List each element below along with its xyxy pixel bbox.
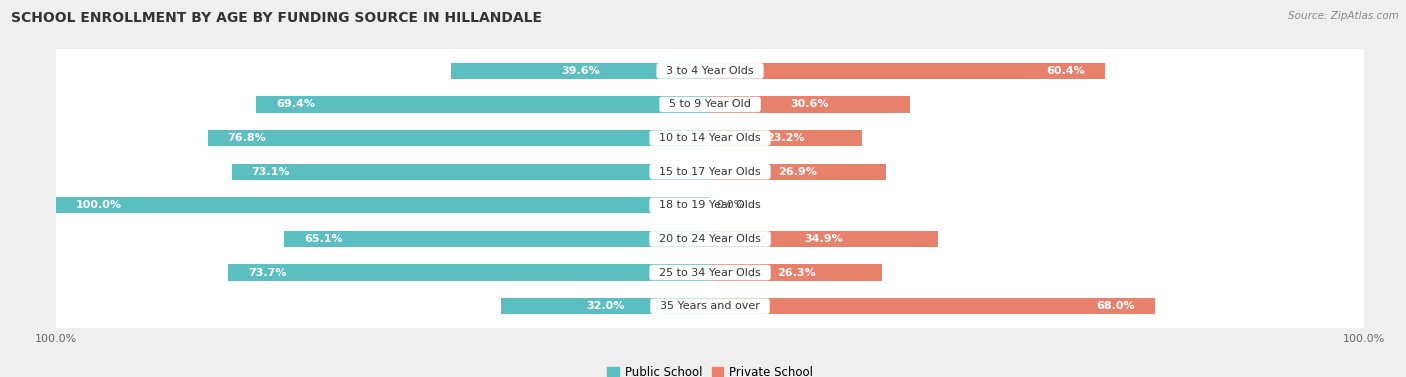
Text: 65.1%: 65.1% — [304, 234, 343, 244]
Bar — [710, 130, 862, 146]
Bar — [232, 164, 710, 180]
Bar — [501, 298, 710, 314]
Text: 5 to 9 Year Old: 5 to 9 Year Old — [662, 100, 758, 109]
Text: 26.9%: 26.9% — [779, 167, 817, 177]
Text: 69.4%: 69.4% — [276, 100, 315, 109]
Text: 35 Years and over: 35 Years and over — [654, 301, 766, 311]
Bar — [284, 231, 710, 247]
Text: 15 to 17 Year Olds: 15 to 17 Year Olds — [652, 167, 768, 177]
Bar — [451, 63, 710, 79]
Text: 32.0%: 32.0% — [586, 301, 624, 311]
FancyBboxPatch shape — [53, 243, 1367, 302]
Text: 0.0%: 0.0% — [717, 200, 745, 210]
Legend: Public School, Private School: Public School, Private School — [602, 361, 818, 377]
Text: 73.1%: 73.1% — [252, 167, 290, 177]
Text: 10 to 14 Year Olds: 10 to 14 Year Olds — [652, 133, 768, 143]
Bar — [710, 63, 1105, 79]
Bar — [710, 96, 910, 113]
FancyBboxPatch shape — [53, 277, 1367, 336]
Text: 23.2%: 23.2% — [766, 133, 806, 143]
Text: 25 to 34 Year Olds: 25 to 34 Year Olds — [652, 268, 768, 277]
Text: 39.6%: 39.6% — [561, 66, 600, 76]
Text: 3 to 4 Year Olds: 3 to 4 Year Olds — [659, 66, 761, 76]
Bar — [710, 231, 938, 247]
Text: 73.7%: 73.7% — [247, 268, 287, 277]
Bar — [710, 264, 882, 281]
Bar — [710, 164, 886, 180]
Text: 34.9%: 34.9% — [804, 234, 844, 244]
Text: 30.6%: 30.6% — [790, 100, 830, 109]
FancyBboxPatch shape — [53, 142, 1367, 201]
Text: Source: ZipAtlas.com: Source: ZipAtlas.com — [1288, 11, 1399, 21]
Bar — [56, 197, 710, 213]
Text: 18 to 19 Year Olds: 18 to 19 Year Olds — [652, 200, 768, 210]
Bar — [208, 130, 710, 146]
FancyBboxPatch shape — [53, 75, 1367, 134]
FancyBboxPatch shape — [53, 210, 1367, 268]
Text: 60.4%: 60.4% — [1046, 66, 1085, 76]
FancyBboxPatch shape — [53, 176, 1367, 235]
Bar — [710, 298, 1154, 314]
Text: 26.3%: 26.3% — [776, 268, 815, 277]
Text: 76.8%: 76.8% — [228, 133, 266, 143]
Text: 20 to 24 Year Olds: 20 to 24 Year Olds — [652, 234, 768, 244]
Text: 100.0%: 100.0% — [76, 200, 122, 210]
FancyBboxPatch shape — [53, 41, 1367, 100]
Bar — [228, 264, 710, 281]
FancyBboxPatch shape — [53, 109, 1367, 167]
Text: 68.0%: 68.0% — [1097, 301, 1135, 311]
Bar — [256, 96, 710, 113]
Text: SCHOOL ENROLLMENT BY AGE BY FUNDING SOURCE IN HILLANDALE: SCHOOL ENROLLMENT BY AGE BY FUNDING SOUR… — [11, 11, 543, 25]
